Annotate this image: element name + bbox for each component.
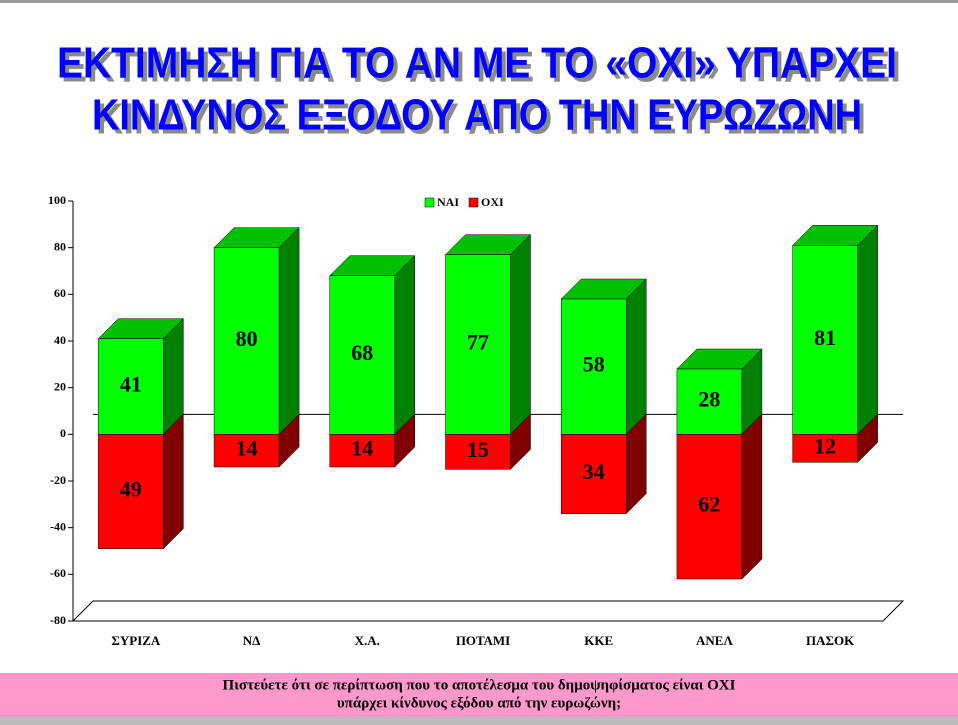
footnote-box — [0, 673, 958, 717]
x-tick-label: ΚΚΕ — [584, 633, 613, 648]
title-line: ΕΚΤΙΜΗΣΗ ΓΙΑ ΤΟ ΑΝ ΜΕ ΤΟ «ΟΧΙ» ΥΠΑΡΧΕΙ — [57, 39, 897, 88]
data-label: 14 — [351, 436, 373, 461]
data-label: 12 — [814, 433, 836, 458]
x-tick-label: ΝΔ — [243, 633, 261, 648]
title-shadow: ΚΙΝΔΥΝΟΣ ΕΞΟΔΟΥ ΑΠΟ ΤΗΝ ΕΥΡΩΖΩΝΗ — [96, 95, 866, 144]
y-tick-label: 40 — [54, 333, 66, 347]
y-tick-label: 80 — [54, 239, 66, 253]
title: ΕΚΤΙΜΗΣΗ ΓΙΑ ΤΟ ΑΝ ΜΕ ΤΟ «ΟΧΙ» ΥΠΑΡΧΕΙ Ε… — [57, 39, 901, 144]
x-tick-label: ΠΟΤΑΜΙ — [456, 633, 510, 648]
bar-side — [625, 278, 647, 435]
data-label: 28 — [698, 387, 720, 412]
data-label: 68 — [351, 340, 373, 365]
data-label: 49 — [120, 477, 142, 502]
y-tick-label: 60 — [54, 286, 66, 300]
legend-label: ΝΑΙ — [437, 195, 459, 209]
title-shadow: ΕΚΤΙΜΗΣΗ ΓΙΑ ΤΟ ΑΝ ΜΕ ΤΟ «ΟΧΙ» ΥΠΑΡΧΕΙ — [61, 43, 901, 92]
y-tick-label: 100 — [48, 193, 66, 207]
y-tick-label: 0 — [60, 426, 66, 440]
title-line: ΚΙΝΔΥΝΟΣ ΕΞΟΔΟΥ ΑΠΟ ΤΗΝ ΕΥΡΩΖΩΝΗ — [92, 91, 862, 140]
data-label: 80 — [236, 326, 258, 351]
bar — [98, 338, 164, 435]
x-tick-label: ΠΑΣΟΚ — [806, 633, 855, 648]
data-label: 15 — [467, 437, 489, 462]
data-label: 14 — [236, 436, 258, 461]
bar — [213, 434, 280, 468]
bar — [445, 254, 511, 435]
legend-swatch — [468, 197, 479, 208]
bar — [329, 434, 396, 468]
legend-swatch — [424, 197, 435, 208]
x-tick-label: ΣΥΡΙΖΑ — [111, 633, 161, 648]
footnote: Πιστεύετε ότι σε περίπτωση που το αποτέλ… — [223, 677, 736, 693]
footnote: υπάρχει κίνδυνος εξόδου από την ευρωζώνη… — [337, 695, 621, 711]
data-label: 81 — [814, 325, 836, 350]
x-tick-label: ΑΝΕΛ — [696, 633, 733, 648]
bar-side — [394, 255, 416, 435]
bar — [676, 434, 743, 580]
plot: -80 -60 -40 -20 0 20 40 60 80 100 ΣΥΡΙΖΑ 41 49 ΝΔ 80 14… — [48, 193, 905, 648]
bar — [98, 434, 164, 549]
floor — [71, 600, 905, 622]
legend-label: ΟΧΙ — [481, 195, 504, 209]
data-label: 34 — [583, 459, 605, 484]
bar-side — [163, 413, 184, 550]
bar-side — [857, 224, 878, 435]
y-tick-label: 20 — [54, 379, 66, 393]
data-label: 62 — [698, 492, 720, 517]
bar — [792, 245, 858, 435]
x-tick-label: Χ.Α. — [355, 633, 380, 648]
y-tick-label: -40 — [50, 519, 66, 533]
bar-side — [741, 413, 763, 580]
y-tick-label: -20 — [50, 473, 66, 487]
y-tick-label: -80 — [50, 613, 66, 627]
data-label: 77 — [467, 330, 489, 355]
bar — [792, 434, 858, 463]
bottom-border — [0, 717, 958, 725]
bar — [560, 434, 627, 514]
bar — [676, 368, 743, 435]
bar-side — [510, 234, 531, 435]
bar — [445, 434, 511, 470]
bar — [560, 298, 627, 435]
data-label: 41 — [120, 372, 142, 397]
top-border — [0, 0, 958, 3]
data-label: 58 — [583, 352, 605, 377]
bar-side — [278, 227, 300, 435]
y-tick-label: -60 — [50, 566, 66, 580]
bar — [329, 275, 396, 435]
